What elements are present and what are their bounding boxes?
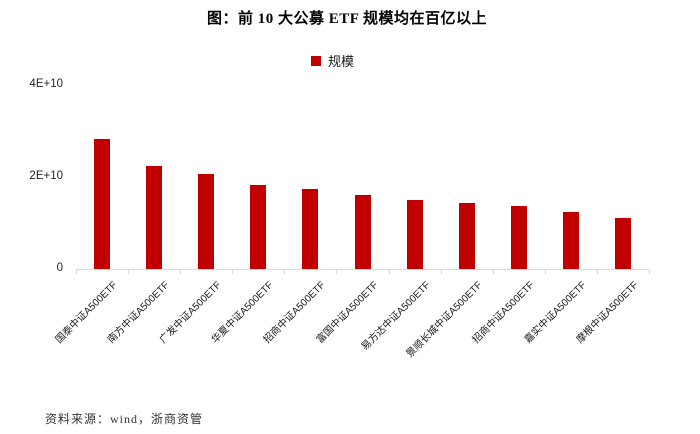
bar <box>614 217 631 269</box>
bar <box>146 165 163 269</box>
x-axis-tick-mark <box>76 270 77 274</box>
x-axis-tick-mark <box>596 270 598 274</box>
bar <box>250 184 267 269</box>
bar <box>562 211 579 269</box>
x-axis-line <box>76 269 649 270</box>
source-note: 资料来源：wind，浙商资管 <box>45 412 204 426</box>
x-axis-tick-mark <box>284 270 286 274</box>
y-axis-tick-label: 4E+10 <box>29 78 63 90</box>
bar <box>354 194 371 269</box>
legend-series-label: 规模 <box>328 54 355 69</box>
bar <box>510 205 527 269</box>
x-axis-tick-mark <box>128 270 130 274</box>
bar <box>198 173 215 269</box>
bar <box>458 202 475 269</box>
bar <box>406 199 423 269</box>
legend: 规模 <box>311 51 354 70</box>
x-axis-tick-mark <box>649 270 650 274</box>
x-axis-tick-mark <box>232 270 234 274</box>
y-axis-tick-label: 0 <box>56 262 63 274</box>
x-axis-tick-mark <box>492 270 494 274</box>
legend-swatch-icon <box>311 55 321 66</box>
x-axis-tick-mark <box>336 270 338 274</box>
bar <box>302 188 319 269</box>
y-axis-tick-label: 2E+10 <box>29 170 63 182</box>
x-axis-tick-mark <box>388 270 390 274</box>
x-axis-tick-mark <box>440 270 442 274</box>
bar <box>94 139 111 269</box>
x-axis-tick-mark <box>544 270 546 274</box>
x-axis-tick-mark <box>180 270 182 274</box>
chart-title: 图：前 10 大公募 ETF 规模均在百亿以上 <box>206 11 488 27</box>
